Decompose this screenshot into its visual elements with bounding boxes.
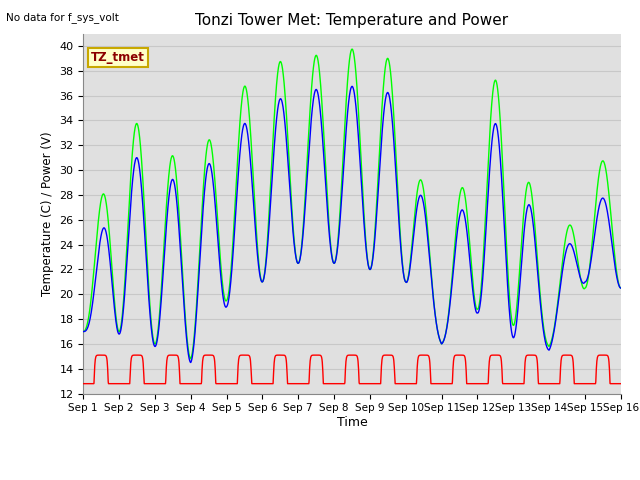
X-axis label: Time: Time — [337, 416, 367, 429]
Text: TZ_tmet: TZ_tmet — [92, 50, 145, 63]
Text: No data for f_sys_volt: No data for f_sys_volt — [6, 12, 119, 23]
Y-axis label: Temperature (C) / Power (V): Temperature (C) / Power (V) — [41, 132, 54, 296]
Title: Tonzi Tower Met: Temperature and Power: Tonzi Tower Met: Temperature and Power — [195, 13, 509, 28]
